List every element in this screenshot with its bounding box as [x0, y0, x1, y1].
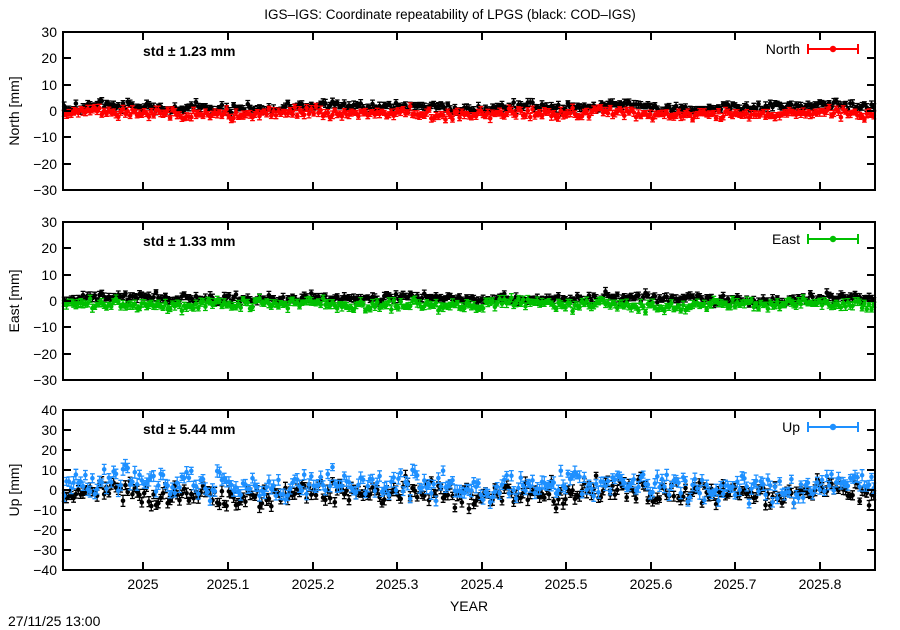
- svg-text:20: 20: [41, 50, 57, 66]
- svg-text:2025.4: 2025.4: [461, 576, 504, 592]
- svg-text:−40: −40: [33, 562, 57, 578]
- svg-text:2025: 2025: [127, 576, 158, 592]
- y-axis-label-east: East [mm]: [6, 269, 22, 332]
- std-label-north: std ± 1.23 mm: [143, 43, 236, 59]
- legend-label-up: Up: [782, 419, 800, 435]
- axes-layer: [62, 31, 876, 571]
- svg-text:20: 20: [41, 442, 57, 458]
- data-layer: [61, 44, 877, 515]
- legend-label-east: East: [772, 231, 800, 247]
- chart-title: IGS–IGS: Coordinate repeatability of LPG…: [264, 7, 635, 22]
- svg-text:0: 0: [49, 103, 57, 119]
- svg-text:2025.8: 2025.8: [799, 576, 842, 592]
- series-up-IGS-IGS: [61, 458, 877, 510]
- y-axis-label-north: North [mm]: [6, 76, 22, 145]
- std-label-up: std ± 5.44 mm: [143, 421, 236, 437]
- y-axis-label-up: Up [mm]: [6, 464, 22, 517]
- svg-text:0: 0: [49, 293, 57, 309]
- svg-text:30: 30: [41, 214, 57, 230]
- svg-text:−30: −30: [33, 182, 57, 198]
- svg-text:2025.2: 2025.2: [292, 576, 335, 592]
- svg-text:−10: −10: [33, 129, 57, 145]
- legend-sample-up: [807, 422, 859, 432]
- svg-text:0: 0: [49, 482, 57, 498]
- svg-text:2025.7: 2025.7: [714, 576, 757, 592]
- series-north-IGS-IGS: [61, 102, 877, 124]
- svg-text:2025.6: 2025.6: [630, 576, 673, 592]
- svg-text:2025.5: 2025.5: [545, 576, 588, 592]
- svg-text:2025.1: 2025.1: [207, 576, 250, 592]
- legend-sample-east: [807, 234, 859, 244]
- svg-text:10: 10: [41, 77, 57, 93]
- plot-timestamp: 27/11/25 13:00: [8, 613, 101, 629]
- svg-text:20: 20: [41, 240, 57, 256]
- svg-text:−30: −30: [33, 372, 57, 388]
- svg-text:−30: −30: [33, 542, 57, 558]
- std-label-east: std ± 1.33 mm: [143, 233, 236, 249]
- svg-text:30: 30: [41, 24, 57, 40]
- svg-text:10: 10: [41, 267, 57, 283]
- x-axis-label: YEAR: [450, 598, 488, 614]
- legend-sample-north: [807, 44, 859, 54]
- svg-text:−20: −20: [33, 156, 57, 172]
- legend-label-north: North: [766, 41, 800, 57]
- svg-text:−10: −10: [33, 319, 57, 335]
- svg-text:30: 30: [41, 422, 57, 438]
- svg-text:−20: −20: [33, 522, 57, 538]
- tick-label-layer: −30 −20 −10 0 10 20 30 −30 −20 −10 0 10 20 30 −40 −30 −2…: [33, 24, 841, 592]
- svg-text:10: 10: [41, 462, 57, 478]
- series-east-IGS-IGS: [61, 293, 877, 316]
- svg-text:2025.3: 2025.3: [376, 576, 419, 592]
- svg-text:40: 40: [41, 402, 57, 418]
- svg-text:−10: −10: [33, 502, 57, 518]
- svg-text:−20: −20: [33, 346, 57, 362]
